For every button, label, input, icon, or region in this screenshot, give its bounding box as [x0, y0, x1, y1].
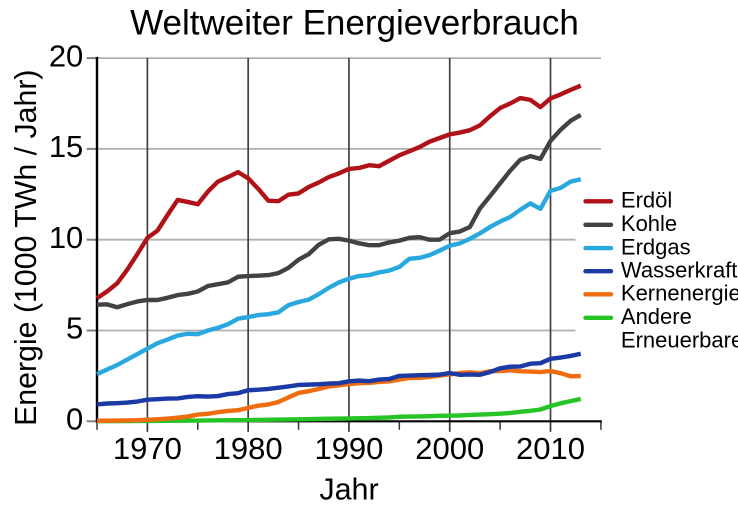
svg-text:Weltweiter Energieverbrauch: Weltweiter Energieverbrauch — [130, 4, 579, 43]
svg-text:Erdgas: Erdgas — [621, 235, 691, 260]
svg-text:1990: 1990 — [314, 431, 383, 466]
svg-text:2000: 2000 — [415, 431, 484, 466]
svg-text:10: 10 — [49, 220, 83, 255]
svg-text:Andere: Andere — [621, 304, 692, 329]
svg-text:Wasserkraft: Wasserkraft — [621, 258, 738, 283]
svg-text:Erneuerbare: Erneuerbare — [621, 328, 738, 353]
svg-text:0: 0 — [66, 401, 83, 436]
svg-text:2010: 2010 — [516, 431, 585, 466]
svg-text:1980: 1980 — [214, 431, 283, 466]
svg-text:20: 20 — [49, 38, 83, 73]
svg-text:Energie (1000 TWh / Jahr): Energie (1000 TWh / Jahr) — [10, 69, 43, 425]
svg-text:15: 15 — [49, 129, 83, 164]
svg-text:Kohle: Kohle — [621, 211, 677, 236]
svg-text:Erdöl: Erdöl — [621, 188, 672, 213]
svg-text:5: 5 — [66, 311, 83, 346]
svg-text:Kernenergie: Kernenergie — [621, 281, 738, 306]
svg-text:Jahr: Jahr — [319, 473, 378, 507]
svg-text:1970: 1970 — [113, 431, 182, 466]
